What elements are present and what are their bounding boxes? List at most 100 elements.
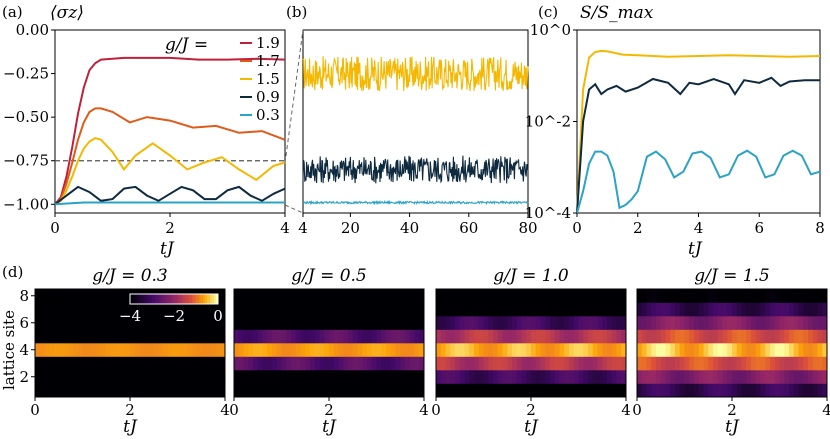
heatmap-cell	[234, 356, 240, 371]
heatmap-cell	[713, 289, 719, 303]
xtick-label: 0	[572, 219, 582, 237]
heatmap-cell	[400, 356, 406, 371]
panel-b-xticks: 4 20 40 60 80	[298, 213, 538, 237]
heatmap-cell	[182, 329, 188, 344]
heatmap-cell	[684, 302, 690, 317]
heatmap-cell	[512, 356, 518, 371]
heatmap-cell	[187, 383, 193, 398]
heatmap-cell	[286, 356, 292, 371]
heatmap-cell	[526, 329, 532, 344]
heatmap-cell	[125, 383, 131, 398]
heatmap-cell	[291, 383, 297, 398]
heatmap-cell	[400, 370, 406, 384]
heatmap-cell	[550, 356, 556, 371]
heatmap-cell	[191, 343, 197, 357]
heatmap-cell	[583, 356, 589, 371]
heatmap-cell	[588, 289, 594, 303]
heatmap-cell	[44, 343, 50, 357]
colorbar-cell	[138, 294, 142, 304]
heatmap-cell	[488, 329, 494, 344]
heatmap-cell	[234, 343, 240, 357]
heatmap-cell	[163, 370, 169, 384]
heatmap-cell	[789, 302, 795, 317]
heatmap-cell	[409, 316, 415, 330]
heatmap-cell	[272, 289, 278, 303]
heatmap-cell	[722, 316, 728, 330]
heatmap-cell	[106, 316, 112, 330]
heatmap-cell	[409, 302, 415, 317]
heatmap-cell	[319, 356, 325, 371]
heatmap-cell	[395, 289, 401, 303]
heatmap-cell	[779, 356, 785, 371]
heatmap-cell	[545, 302, 551, 317]
heatmap-cell	[760, 383, 766, 398]
heatmap-cell	[455, 316, 461, 330]
heatmap-cell	[206, 370, 212, 384]
heatmap-cell	[101, 343, 107, 357]
heatmap-cell	[333, 370, 339, 384]
heatmap-cell	[588, 329, 594, 344]
heatmap-cell	[507, 356, 513, 371]
heatmap-cell	[675, 383, 681, 398]
heatmap-cell	[521, 370, 527, 384]
heatmap-cell	[210, 316, 216, 330]
heatmap-cell	[755, 302, 761, 317]
heatmap-cell	[144, 302, 150, 317]
heatmap-cell	[414, 370, 420, 384]
heatmap-cell	[87, 302, 93, 317]
heatmap-cell	[77, 316, 83, 330]
heatmap-cell	[390, 289, 396, 303]
series-line-c-1	[576, 76, 820, 214]
heatmap-cell	[497, 289, 503, 303]
heatmap-cell	[507, 302, 513, 317]
heatmap-cell	[234, 302, 240, 317]
heatmap-cell	[77, 356, 83, 371]
heatmap-cell	[774, 289, 780, 303]
heatmap-cell	[474, 370, 480, 384]
heatmap-cell	[689, 316, 695, 330]
heatmap-cell	[583, 289, 589, 303]
heatmap-cell	[646, 329, 652, 344]
heatmap-cell	[187, 302, 193, 317]
heatmap-cell	[92, 329, 98, 344]
heatmap-cell	[779, 370, 785, 384]
heatmap-cell	[493, 329, 499, 344]
heatmap-cell	[774, 370, 780, 384]
heatmap-cell	[272, 383, 278, 398]
legend-label-0.9: 0.9	[256, 88, 280, 106]
heatmap-cell	[238, 356, 244, 371]
heatmap-cell	[588, 383, 594, 398]
heatmap-cell	[305, 316, 311, 330]
heatmap-cell	[694, 316, 700, 330]
heatmap-xlabel: tJ	[123, 417, 138, 437]
heatmap-cell	[405, 370, 411, 384]
heatmap-cell	[281, 289, 287, 303]
heatmap-cell	[736, 329, 742, 344]
heatmap-cell	[822, 289, 828, 303]
heatmap-cell	[253, 343, 259, 357]
heatmap-cell	[670, 289, 676, 303]
colorbar-cell	[143, 294, 146, 304]
heatmap-cell	[329, 329, 335, 344]
heatmap-cell	[445, 316, 451, 330]
heatmap-cell	[134, 302, 140, 317]
heatmap-cell	[144, 316, 150, 330]
heatmap-cell	[395, 316, 401, 330]
heatmap-cell	[736, 383, 742, 398]
heatmap-cell	[82, 383, 88, 398]
heatmap-cell	[196, 356, 202, 371]
panel-c-title: S/S_max	[580, 3, 654, 23]
heatmap-cell	[621, 316, 627, 330]
heatmap-cell	[115, 289, 121, 303]
heatmap-cell	[554, 316, 560, 330]
heatmap-cell	[736, 370, 742, 384]
heatmap-cell	[54, 370, 60, 384]
heatmap-cell	[243, 316, 249, 330]
heatmap-cell	[607, 370, 613, 384]
heatmap-cell	[101, 383, 107, 398]
heatmap-cell	[168, 370, 174, 384]
heatmap-cell	[516, 383, 522, 398]
heatmap-cell	[139, 370, 145, 384]
heatmap-cell	[474, 329, 480, 344]
heatmap-cell	[779, 343, 785, 357]
